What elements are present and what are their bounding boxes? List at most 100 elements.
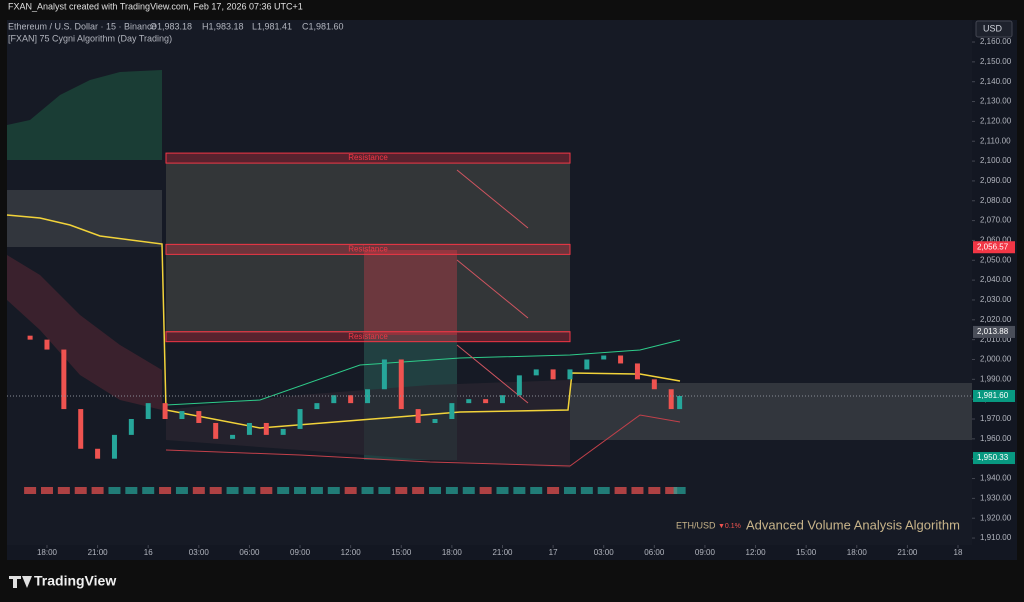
y-tick-label: 2,060.00 bbox=[980, 236, 1012, 245]
y-tick-label: 1,970.00 bbox=[980, 414, 1012, 423]
x-tick-label: 09:00 bbox=[695, 548, 716, 557]
footer-change: ▼0.1% bbox=[718, 523, 741, 530]
x-tick-label: 18:00 bbox=[847, 548, 868, 557]
currency-box[interactable] bbox=[975, 20, 1013, 38]
y-tick-label: 2,010.00 bbox=[980, 335, 1012, 344]
volume-tick bbox=[673, 487, 686, 494]
candle bbox=[230, 434, 236, 439]
volume-tick bbox=[597, 487, 610, 494]
upper-band bbox=[7, 70, 162, 160]
volume-tick bbox=[91, 487, 104, 494]
volume-tick bbox=[40, 487, 53, 494]
volume-tick bbox=[57, 487, 70, 494]
y-tick-label: 2,100.00 bbox=[980, 156, 1012, 165]
arrow bbox=[456, 259, 529, 319]
volume-tick bbox=[563, 487, 576, 494]
volume-tick bbox=[310, 487, 323, 494]
x-tick-label: 18 bbox=[954, 548, 963, 557]
volume-tick bbox=[260, 487, 273, 494]
candle bbox=[516, 375, 522, 396]
price-tag bbox=[973, 452, 1015, 465]
volume-tick bbox=[395, 487, 408, 494]
y-tick-label: 1,910.00 bbox=[980, 533, 1012, 542]
x-tick-label: 03:00 bbox=[594, 548, 615, 557]
candle bbox=[196, 411, 202, 423]
zone bbox=[7, 190, 162, 247]
footer-title: Advanced Volume Analysis Algorithm bbox=[746, 517, 960, 532]
candle bbox=[128, 419, 134, 435]
volume-tick bbox=[614, 487, 627, 494]
volume-tick bbox=[665, 487, 678, 494]
ohlc: C1,981.60 bbox=[302, 21, 344, 31]
x-tick-label: 03:00 bbox=[189, 548, 210, 557]
volume-tick bbox=[513, 487, 526, 494]
x-tick-label: 09:00 bbox=[290, 548, 311, 557]
volume-tick bbox=[429, 487, 442, 494]
candle bbox=[668, 389, 674, 410]
x-tick-label: 06:00 bbox=[239, 548, 260, 557]
candle bbox=[331, 395, 337, 404]
arrow bbox=[456, 169, 529, 229]
volume-tick bbox=[445, 487, 458, 494]
ohlc: O1,983.18 bbox=[150, 21, 192, 31]
resistance-label: Resistance bbox=[348, 244, 388, 253]
resistance-box bbox=[165, 331, 571, 343]
candle bbox=[651, 379, 657, 390]
candle bbox=[449, 403, 455, 420]
candle bbox=[499, 395, 505, 404]
candle bbox=[415, 409, 421, 423]
logo: TradingView bbox=[34, 573, 116, 589]
y-tick-label: 1,990.00 bbox=[980, 374, 1012, 383]
x-tick-label: 16 bbox=[144, 548, 153, 557]
volume-tick bbox=[648, 487, 661, 494]
y-tick-label: 1,930.00 bbox=[980, 493, 1012, 502]
candle bbox=[213, 422, 219, 439]
logo-icon bbox=[9, 576, 32, 588]
y-tick-label: 1,940.00 bbox=[980, 474, 1012, 483]
x-tick-label: 17 bbox=[549, 548, 558, 557]
y-tick-label: 2,140.00 bbox=[980, 77, 1012, 86]
volume-tick bbox=[327, 487, 340, 494]
candle bbox=[618, 355, 624, 364]
x-tick-label: 15:00 bbox=[796, 548, 817, 557]
arrow bbox=[456, 344, 529, 404]
candle bbox=[550, 369, 556, 380]
candle bbox=[348, 395, 354, 404]
volume-tick bbox=[159, 487, 172, 494]
volume-tick bbox=[479, 487, 492, 494]
ohlc: H1,983.18 bbox=[202, 21, 244, 31]
y-tick-label: 2,070.00 bbox=[980, 216, 1012, 225]
y-tick-label: 2,020.00 bbox=[980, 315, 1012, 324]
volume-tick bbox=[243, 487, 256, 494]
price-tag bbox=[973, 389, 1015, 402]
candle bbox=[162, 403, 168, 420]
volume-tick bbox=[294, 487, 307, 494]
y-tick-label: 1,960.00 bbox=[980, 434, 1012, 443]
candle bbox=[381, 359, 387, 390]
symbol: Ethereum / U.S. Dollar · 15 · Binance bbox=[8, 21, 157, 31]
resistance-label: Resistance bbox=[348, 153, 388, 162]
volume-tick bbox=[142, 487, 155, 494]
candle bbox=[634, 363, 640, 380]
x-tick-label: 21:00 bbox=[492, 548, 513, 557]
volume-tick bbox=[108, 487, 121, 494]
price-tag bbox=[973, 325, 1015, 338]
candle bbox=[567, 369, 573, 380]
x-tick-label: 18:00 bbox=[442, 548, 463, 557]
currency: USD bbox=[983, 23, 1003, 33]
band-line bbox=[165, 339, 681, 406]
y-tick-label: 2,090.00 bbox=[980, 176, 1012, 185]
y-tick-label: 2,130.00 bbox=[980, 97, 1012, 106]
y-tick-label: 2,000.00 bbox=[980, 355, 1012, 364]
candle bbox=[398, 359, 404, 410]
lower-band bbox=[7, 255, 162, 410]
footer-symbol: ETH/USD bbox=[676, 520, 716, 530]
volume-tick bbox=[631, 487, 644, 494]
candle bbox=[145, 403, 151, 420]
candle bbox=[533, 369, 539, 376]
candle bbox=[111, 434, 117, 459]
x-tick-label: 18:00 bbox=[37, 548, 58, 557]
header: FXAN_Analyst created with TradingView.co… bbox=[8, 1, 303, 11]
